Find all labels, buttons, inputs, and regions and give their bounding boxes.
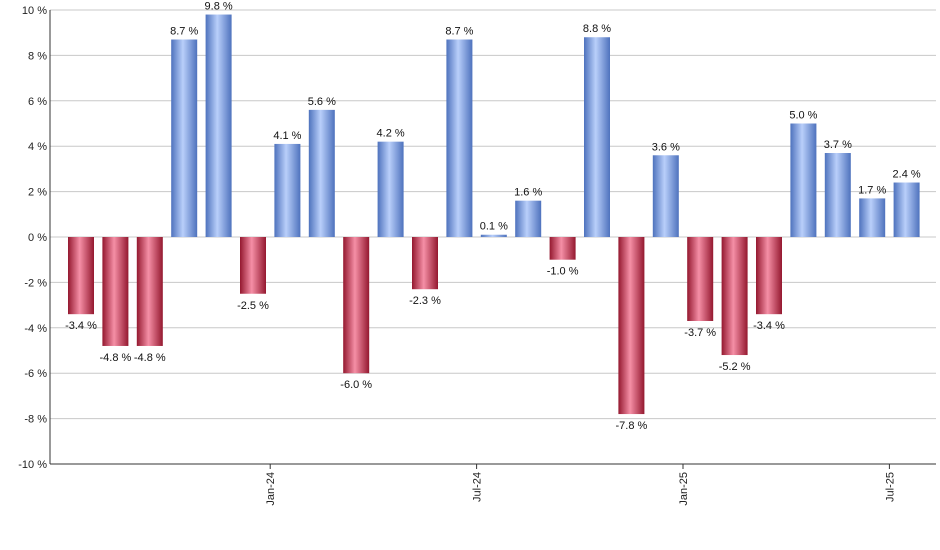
bar-positive xyxy=(515,200,542,237)
y-tick-label: 6 % xyxy=(28,96,47,108)
data-label: 1.6 % xyxy=(514,187,542,199)
bar-positive xyxy=(790,123,817,237)
data-label: 3.7 % xyxy=(824,139,852,151)
y-tick-label: -8 % xyxy=(24,414,47,426)
bar-positive xyxy=(480,234,507,237)
bar-negative xyxy=(343,237,370,374)
data-label: 4.2 % xyxy=(377,128,405,140)
data-label: -2.3 % xyxy=(409,295,441,307)
data-label: 5.0 % xyxy=(789,110,817,122)
data-label: -6.0 % xyxy=(340,379,372,391)
bar-positive xyxy=(446,39,473,238)
bar-positive xyxy=(171,39,198,238)
data-label: -3.7 % xyxy=(684,327,716,339)
y-tick-label: 0 % xyxy=(28,232,47,244)
data-label: 0.1 % xyxy=(480,221,508,233)
y-tick-label: 4 % xyxy=(28,141,47,153)
x-tick-label: Jul-24 xyxy=(472,472,484,502)
bar-negative xyxy=(721,237,748,356)
bar-positive xyxy=(824,153,851,237)
data-label: -3.4 % xyxy=(65,320,97,332)
bar-positive xyxy=(377,141,404,237)
data-label: -4.8 % xyxy=(134,352,166,364)
data-label: 5.6 % xyxy=(308,96,336,108)
bar-negative xyxy=(412,237,438,290)
data-label: -1.0 % xyxy=(547,266,579,278)
bar-negative xyxy=(687,237,714,321)
x-tick-label: Jan-24 xyxy=(265,472,277,506)
x-tick-label: Jan-25 xyxy=(678,472,690,506)
y-tick-label: 8 % xyxy=(28,50,47,62)
data-label: 1.7 % xyxy=(858,184,886,196)
y-tick-label: -10 % xyxy=(18,459,47,471)
bars xyxy=(68,14,920,415)
data-label: -4.8 % xyxy=(100,352,132,364)
bar-negative xyxy=(756,237,782,315)
data-label: 2.4 % xyxy=(893,169,921,181)
data-label: 8.7 % xyxy=(170,26,198,38)
y-tick-label: 10 % xyxy=(22,5,47,17)
y-axis-tick-labels: 10 % 8 % 6 % 4 % 2 % 0 % -2 % -4 % -6 % -8 % -10 % xyxy=(18,5,47,471)
data-label: -5.2 % xyxy=(719,361,751,373)
bar-positive xyxy=(274,143,301,237)
bar-negative xyxy=(618,237,645,415)
bar-negative xyxy=(68,237,94,315)
bar-negative xyxy=(549,237,576,260)
data-label: -3.4 % xyxy=(753,320,785,332)
data-label: -2.5 % xyxy=(237,300,269,312)
data-label: 8.8 % xyxy=(583,23,611,35)
bar-positive xyxy=(893,182,920,237)
bar-positive xyxy=(859,198,886,237)
x-axis-ticks: Jan-24 Jul-24 Jan-25 Jul-25 xyxy=(265,464,896,506)
bar-positive xyxy=(584,37,610,237)
y-tick-label: 2 % xyxy=(28,187,47,199)
data-label: 9.8 % xyxy=(205,1,233,13)
bar-negative xyxy=(136,237,163,346)
bar-positive xyxy=(652,155,679,237)
bar-negative xyxy=(240,237,266,294)
y-tick-label: -2 % xyxy=(24,277,47,289)
y-tick-label: -4 % xyxy=(24,323,47,335)
data-label: -7.8 % xyxy=(616,420,648,432)
data-labels: -3.4 % -4.8 % -4.8 % 8.7 % 9.8 % -2.5 % 4.1 % 5… xyxy=(65,1,921,433)
x-tick-label: Jul-25 xyxy=(884,472,896,502)
bar-positive xyxy=(205,14,232,238)
y-tick-label: -6 % xyxy=(24,368,47,380)
bar-negative xyxy=(102,237,129,346)
bar-positive xyxy=(308,109,335,237)
data-label: 4.1 % xyxy=(273,130,301,142)
data-label: 3.6 % xyxy=(652,141,680,153)
data-label: 8.7 % xyxy=(445,26,473,38)
